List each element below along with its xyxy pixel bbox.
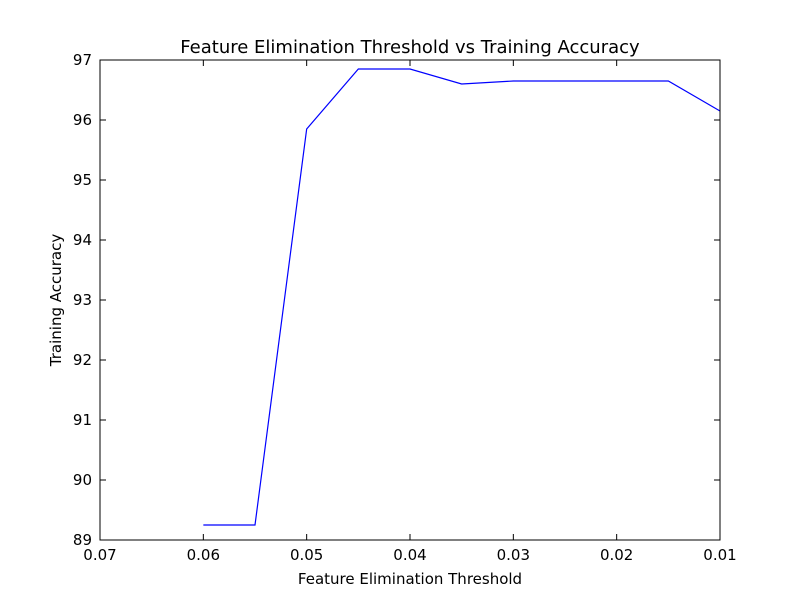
x-tick-label: 0.03 [497,546,530,564]
y-tick-label: 89 [73,531,92,549]
y-tick-label: 91 [73,411,92,429]
x-axis-label: Feature Elimination Threshold [298,570,522,588]
x-tick-label: 0.05 [290,546,323,564]
x-tick-label: 0.04 [393,546,426,564]
x-tick-label: 0.01 [703,546,736,564]
y-tick-label: 93 [73,291,92,309]
y-axis-label: Training Accuracy [47,234,65,368]
y-tick-label: 92 [73,351,92,369]
series-line [203,68,721,526]
y-tick-label: 94 [73,231,92,249]
y-tick-label: 96 [73,111,92,129]
chart-title: Feature Elimination Threshold vs Trainin… [180,37,640,58]
y-tick-label: 95 [73,171,92,189]
tick-layer: 0.07 0.06 0.05 0.04 0.03 0.02 0.01 89 90 91 92 93 94… [73,51,737,564]
y-tick-label: 97 [73,51,92,69]
x-tick-label: 0.06 [187,546,220,564]
series-layer [203,68,721,526]
plot-frame [99,59,721,541]
y-tick-label: 90 [73,471,92,489]
x-tick-label: 0.02 [600,546,633,564]
x-tick-label: 0.07 [83,546,116,564]
